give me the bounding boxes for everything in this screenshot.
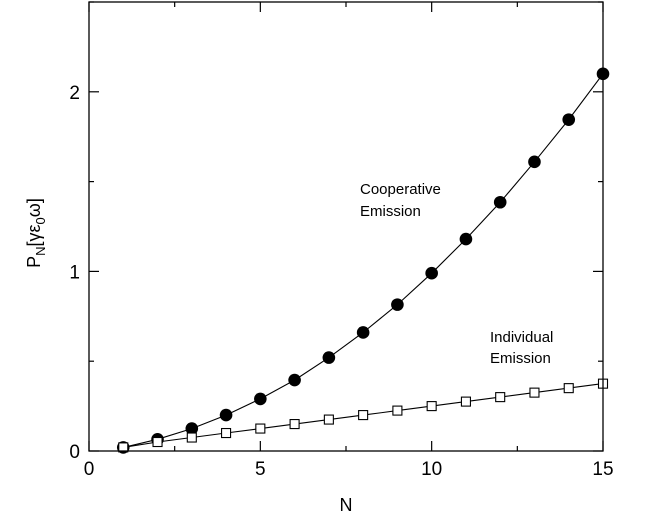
data-point-circle: [493, 195, 507, 209]
y-axis-label-close: ω]: [24, 198, 44, 217]
data-point-square: [255, 423, 266, 434]
y-tick-label: 1: [69, 262, 80, 283]
data-point-square: [563, 383, 574, 394]
data-point-square: [323, 414, 334, 425]
tick-labels: 0 5 10 15 0 1 2: [69, 83, 613, 480]
x-tick-label: 5: [255, 459, 266, 480]
data-point-square: [186, 432, 197, 443]
x-tick-label: 0: [84, 459, 95, 480]
data-point-circle: [219, 408, 233, 422]
data-point-square: [495, 392, 506, 403]
data-point-circle: [254, 392, 267, 406]
y-tick-label: 0: [69, 442, 80, 463]
data-point-circle: [562, 113, 576, 126]
y-axis-label-sub-0: 0: [33, 217, 48, 224]
y-axis-label-bracket: [γε: [24, 224, 44, 246]
plot-frame: [88, 1, 604, 452]
x-tick-label: 15: [592, 459, 613, 480]
data-point-circle: [391, 298, 404, 311]
data-point-square: [426, 401, 437, 412]
data-point-square: [392, 405, 403, 416]
data-point-square: [221, 427, 232, 439]
y-tick-label: 2: [69, 83, 80, 104]
series-layer: [116, 67, 610, 454]
axis-ticks: [88, 1, 604, 452]
data-point-circle: [425, 266, 438, 280]
annotation-individual-line1: Individual: [490, 329, 553, 346]
annotation-cooperative-line1: Cooperative: [360, 181, 441, 198]
x-tick-label: 10: [421, 459, 442, 480]
data-point-circle: [322, 351, 336, 364]
data-point-circle: [528, 155, 541, 169]
data-point-circle: [459, 232, 473, 246]
y-axis-label-sub-n: N: [33, 246, 48, 255]
annotation-individual-line2: Emission: [490, 350, 551, 367]
data-point-circle: [288, 373, 301, 387]
y-axis-label: PN[γε0ω]: [24, 198, 48, 268]
y-axis-label-main: P: [24, 256, 44, 268]
data-point-square: [289, 419, 300, 430]
x-axis-label: N: [340, 495, 353, 515]
annotation-cooperative-line2: Emission: [360, 203, 421, 220]
data-point-square: [460, 396, 471, 407]
data-point-circle: [356, 326, 370, 339]
data-point-square: [152, 436, 163, 448]
data-point-circle: [185, 422, 199, 435]
data-point-square: [118, 442, 129, 453]
data-point-square: [358, 410, 369, 421]
data-point-square: [529, 387, 540, 398]
